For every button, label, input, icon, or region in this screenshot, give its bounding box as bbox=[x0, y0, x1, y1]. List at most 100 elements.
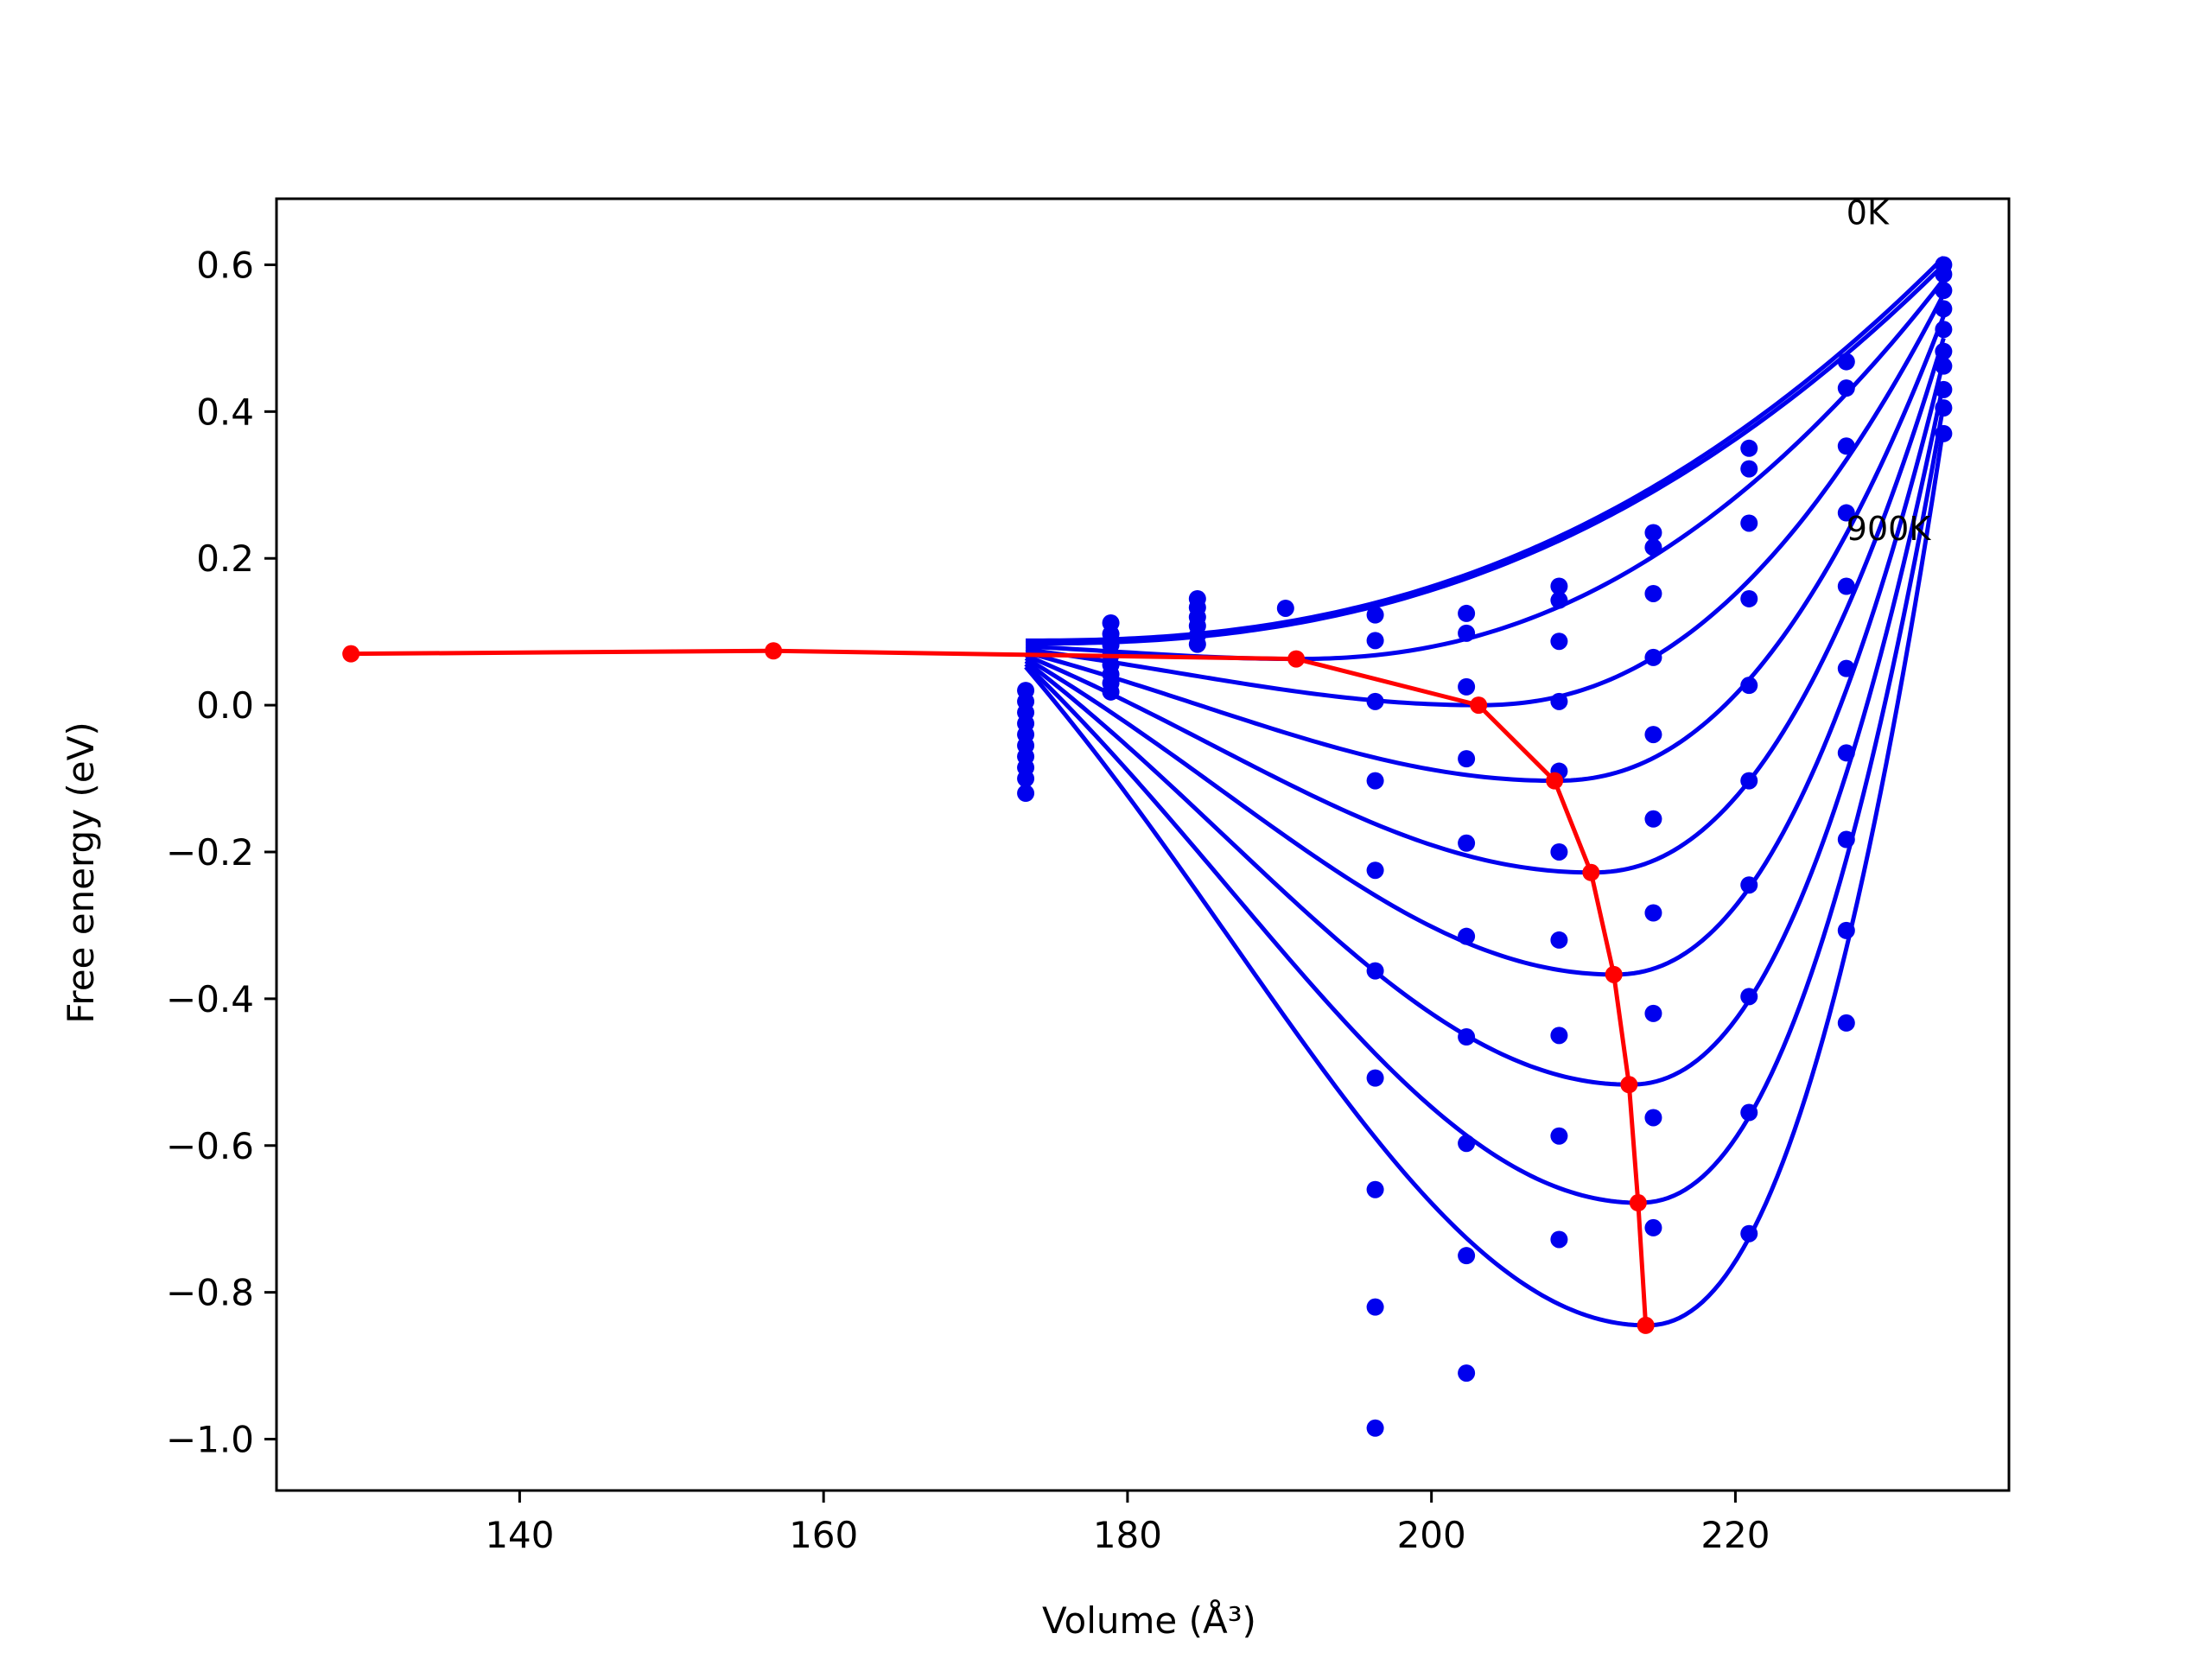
data-point bbox=[1550, 692, 1568, 710]
data-point bbox=[1550, 1127, 1568, 1145]
data-point bbox=[1366, 692, 1384, 710]
x-tick-label: 140 bbox=[485, 1514, 554, 1556]
data-point bbox=[1740, 439, 1758, 457]
data-point bbox=[1935, 321, 1953, 339]
fit-curve-6 bbox=[1025, 337, 1946, 875]
data-point bbox=[1740, 988, 1758, 1006]
data-point bbox=[1458, 1364, 1476, 1382]
minima-point bbox=[1546, 772, 1564, 790]
minima-point bbox=[1629, 1194, 1647, 1212]
data-point bbox=[1644, 584, 1662, 602]
data-point bbox=[1366, 1069, 1384, 1087]
minima-point bbox=[342, 645, 360, 663]
fit-curve-10 bbox=[1024, 425, 1946, 1328]
data-point bbox=[1102, 683, 1120, 701]
data-point bbox=[1935, 399, 1953, 417]
data-point bbox=[1458, 1135, 1476, 1153]
y-axis: 0.6 0.4 0.2 0.0 −0.2 −0.4 −0.6 −0.8 −1.0 bbox=[166, 244, 276, 1461]
data-point bbox=[1017, 770, 1035, 788]
data-point bbox=[1550, 1027, 1568, 1045]
x-axis-title: Volume (Å³) bbox=[1042, 1599, 1256, 1642]
data-point bbox=[1837, 1014, 1855, 1032]
x-tick-label: 200 bbox=[1397, 1514, 1466, 1556]
y-tick-label: −0.2 bbox=[166, 831, 254, 874]
data-point bbox=[1366, 962, 1384, 980]
data-point bbox=[1550, 591, 1568, 609]
fit-curve-5 bbox=[1025, 315, 1946, 784]
data-point bbox=[1837, 353, 1855, 371]
data-point bbox=[1458, 750, 1476, 768]
data-point bbox=[1740, 1224, 1758, 1243]
data-point bbox=[1837, 504, 1855, 522]
minima-point bbox=[1637, 1316, 1655, 1334]
y-tick-label: −0.6 bbox=[166, 1125, 254, 1167]
minima-point bbox=[1582, 863, 1600, 881]
data-point bbox=[1458, 604, 1476, 622]
data-point bbox=[1366, 1298, 1384, 1316]
data-point bbox=[1837, 437, 1855, 455]
fit-curve-2 bbox=[1026, 263, 1946, 646]
data-point bbox=[1366, 1180, 1384, 1198]
data-point bbox=[1935, 380, 1953, 398]
x-tick-label: 160 bbox=[789, 1514, 858, 1556]
y-tick-label: 0.6 bbox=[196, 244, 254, 286]
data-point bbox=[1740, 876, 1758, 894]
minima-series bbox=[342, 642, 1655, 1334]
data-point bbox=[1458, 624, 1476, 642]
data-point bbox=[1837, 379, 1855, 397]
data-point bbox=[1366, 606, 1384, 624]
fit-curve-8 bbox=[1024, 381, 1946, 1087]
y-tick-label: 0.0 bbox=[196, 684, 254, 727]
x-axis: 140 160 180 200 220 bbox=[485, 1491, 1770, 1556]
data-point bbox=[1644, 726, 1662, 744]
data-point bbox=[1550, 632, 1568, 651]
minima-point bbox=[1470, 696, 1488, 715]
data-point bbox=[1644, 538, 1662, 556]
data-point bbox=[1458, 1247, 1476, 1265]
data-points bbox=[1017, 256, 1953, 1437]
data-point bbox=[1837, 921, 1855, 939]
data-point bbox=[1366, 1419, 1384, 1437]
data-point bbox=[1935, 282, 1953, 300]
x-tick-label: 220 bbox=[1700, 1514, 1770, 1556]
data-point bbox=[1935, 300, 1953, 318]
data-point bbox=[1740, 589, 1758, 607]
data-point bbox=[1644, 904, 1662, 922]
data-point bbox=[1458, 834, 1476, 852]
minima-point bbox=[1620, 1076, 1638, 1094]
data-point bbox=[1458, 927, 1476, 945]
fit-curve-1 bbox=[1026, 256, 1946, 643]
y-axis-title: Free energy (eV) bbox=[60, 721, 102, 1024]
x-tick-label: 180 bbox=[1093, 1514, 1162, 1556]
plot-frame bbox=[275, 197, 2011, 1492]
data-point bbox=[1644, 524, 1662, 542]
data-point bbox=[1458, 1028, 1476, 1046]
data-point bbox=[1740, 772, 1758, 790]
data-point bbox=[1550, 1230, 1568, 1249]
data-point bbox=[1837, 659, 1855, 677]
data-point bbox=[1644, 648, 1662, 666]
data-point bbox=[1550, 577, 1568, 595]
fit-curve-7 bbox=[1024, 359, 1946, 977]
data-point bbox=[1644, 1218, 1662, 1236]
data-point bbox=[1935, 424, 1953, 442]
data-point bbox=[1935, 265, 1953, 283]
data-point bbox=[1740, 1103, 1758, 1122]
data-point bbox=[1366, 632, 1384, 650]
minima-point bbox=[1287, 650, 1306, 668]
data-point bbox=[1644, 1004, 1662, 1022]
data-point bbox=[1276, 599, 1294, 617]
minima-point bbox=[765, 642, 783, 660]
data-point bbox=[1837, 744, 1855, 762]
minima-point bbox=[1605, 965, 1623, 983]
y-tick-label: −1.0 bbox=[166, 1419, 254, 1461]
annotation-label: 0K bbox=[1847, 194, 1890, 232]
annotations: 0K 900K bbox=[1847, 194, 1932, 548]
data-point bbox=[1644, 810, 1662, 828]
data-point bbox=[1644, 1109, 1662, 1127]
data-point bbox=[1366, 772, 1384, 790]
data-point bbox=[1935, 342, 1953, 360]
data-point bbox=[1935, 357, 1953, 375]
data-point bbox=[1458, 677, 1476, 696]
